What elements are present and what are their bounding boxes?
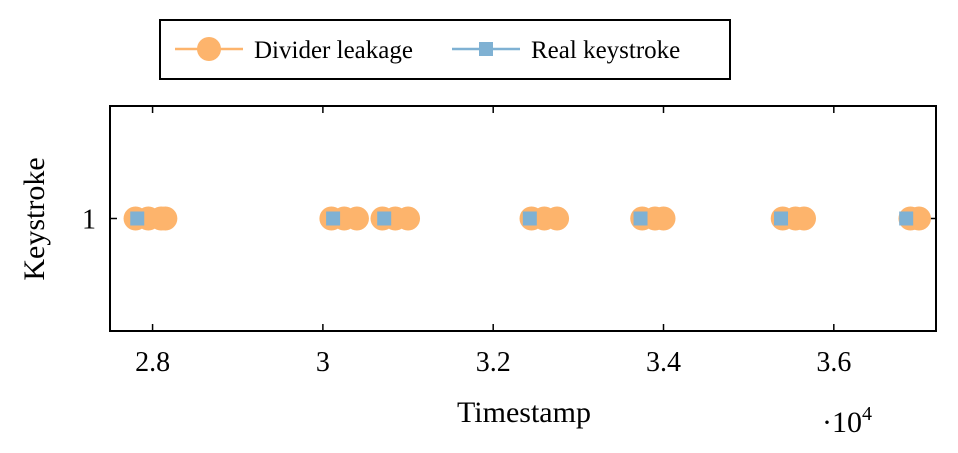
y-tick-label: 1 bbox=[82, 205, 96, 236]
legend-item-divider-leakage: Divider leakage bbox=[175, 37, 413, 64]
x-tick-label: 3.4 bbox=[646, 347, 681, 378]
real-keystroke-point bbox=[633, 211, 648, 226]
legend-marker-real-keystroke bbox=[479, 42, 493, 56]
real-keystroke-point bbox=[774, 211, 789, 226]
divider-leakage-point bbox=[344, 206, 369, 231]
x-tick-label: 3.2 bbox=[476, 347, 511, 378]
y-axis-label: Keystroke bbox=[18, 157, 51, 280]
real-keystroke-point bbox=[377, 211, 392, 226]
real-keystroke-point bbox=[522, 211, 537, 226]
divider-leakage-point bbox=[545, 206, 570, 231]
x-axis-multiplier: ·104 bbox=[822, 403, 872, 439]
real-keystroke-point bbox=[326, 211, 341, 226]
legend-label-real-keystroke: Real keystroke bbox=[531, 37, 680, 64]
x-tick-label: 3 bbox=[316, 347, 330, 378]
divider-leakage-point bbox=[396, 206, 421, 231]
legend-label-divider-leakage: Divider leakage bbox=[254, 37, 413, 64]
x-axis-ticks: 2.8 3 3.2 3.4 3.6 bbox=[135, 106, 851, 378]
real-keystroke-point bbox=[899, 211, 914, 226]
divider-leakage-point bbox=[792, 206, 817, 231]
legend-box bbox=[159, 19, 731, 80]
divider-leakage-point bbox=[153, 206, 178, 231]
x-tick-label: 2.8 bbox=[135, 347, 170, 378]
legend: Divider leakage Real keystroke bbox=[159, 19, 731, 80]
legend-marker-divider-leakage bbox=[197, 37, 221, 61]
x-axis-multiplier-exponent: 4 bbox=[862, 403, 872, 425]
legend-item-real-keystroke: Real keystroke bbox=[452, 37, 680, 64]
divider-leakage-point bbox=[651, 206, 676, 231]
data-marks bbox=[123, 206, 931, 231]
x-axis-multiplier-base: ·10 bbox=[822, 406, 862, 439]
real-keystroke-point bbox=[130, 211, 145, 226]
x-axis-label: Timestamp bbox=[457, 396, 591, 429]
x-tick-label: 3.6 bbox=[816, 347, 851, 378]
